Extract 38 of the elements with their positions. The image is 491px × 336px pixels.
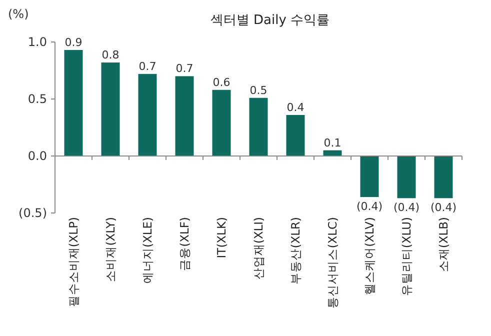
data-label: (0.4) xyxy=(430,201,457,214)
x-tick-label: 산업재(XLI) xyxy=(252,217,266,280)
chart-title: 섹터별 Daily 수익률 xyxy=(210,13,330,28)
y-tick-label: 1.0 xyxy=(28,35,47,49)
data-label: 0.7 xyxy=(176,62,194,76)
x-tick-label: 필수소비재(XLP) xyxy=(66,217,80,308)
x-tick-label: 소재(XLB) xyxy=(436,217,450,272)
bar xyxy=(101,62,120,156)
bar xyxy=(175,76,194,156)
bar xyxy=(286,114,305,156)
bar xyxy=(397,156,416,198)
x-tick-label: 통신서비스(XLC) xyxy=(326,217,340,308)
bar xyxy=(64,50,83,156)
x-tick-label: 유틸리티(XLU) xyxy=(400,217,414,296)
y-tick-label: 0.5 xyxy=(28,92,47,106)
data-label: (0.4) xyxy=(356,200,383,214)
x-tick-label: 에너지(XLE) xyxy=(140,217,154,284)
x-tick-label: 소비재(XLY) xyxy=(104,217,118,282)
bar xyxy=(138,74,157,156)
x-tick-label: 부동산(XLR) xyxy=(288,217,302,284)
y-tick-label: 0.0 xyxy=(28,149,47,163)
data-label: 0.9 xyxy=(64,36,82,49)
x-tick-label: 금융(XLF) xyxy=(178,217,192,271)
data-label: 0.6 xyxy=(212,76,230,89)
data-label: (0.4) xyxy=(393,201,420,214)
bar xyxy=(212,90,231,156)
x-tick-label: 헬스케어(XLV) xyxy=(362,217,376,295)
bar xyxy=(249,98,268,156)
data-label: 0.7 xyxy=(138,60,156,73)
bar xyxy=(360,156,379,198)
y-axis-title: (%) xyxy=(8,7,29,21)
data-label: 0.4 xyxy=(286,100,304,114)
data-label: 0.8 xyxy=(102,48,120,62)
data-label: 0.5 xyxy=(250,84,268,97)
x-tick-label: IT(XLK) xyxy=(214,217,228,258)
data-label: 0.1 xyxy=(324,136,342,150)
y-tick-label: (0.5) xyxy=(18,206,47,220)
bar xyxy=(434,156,453,198)
